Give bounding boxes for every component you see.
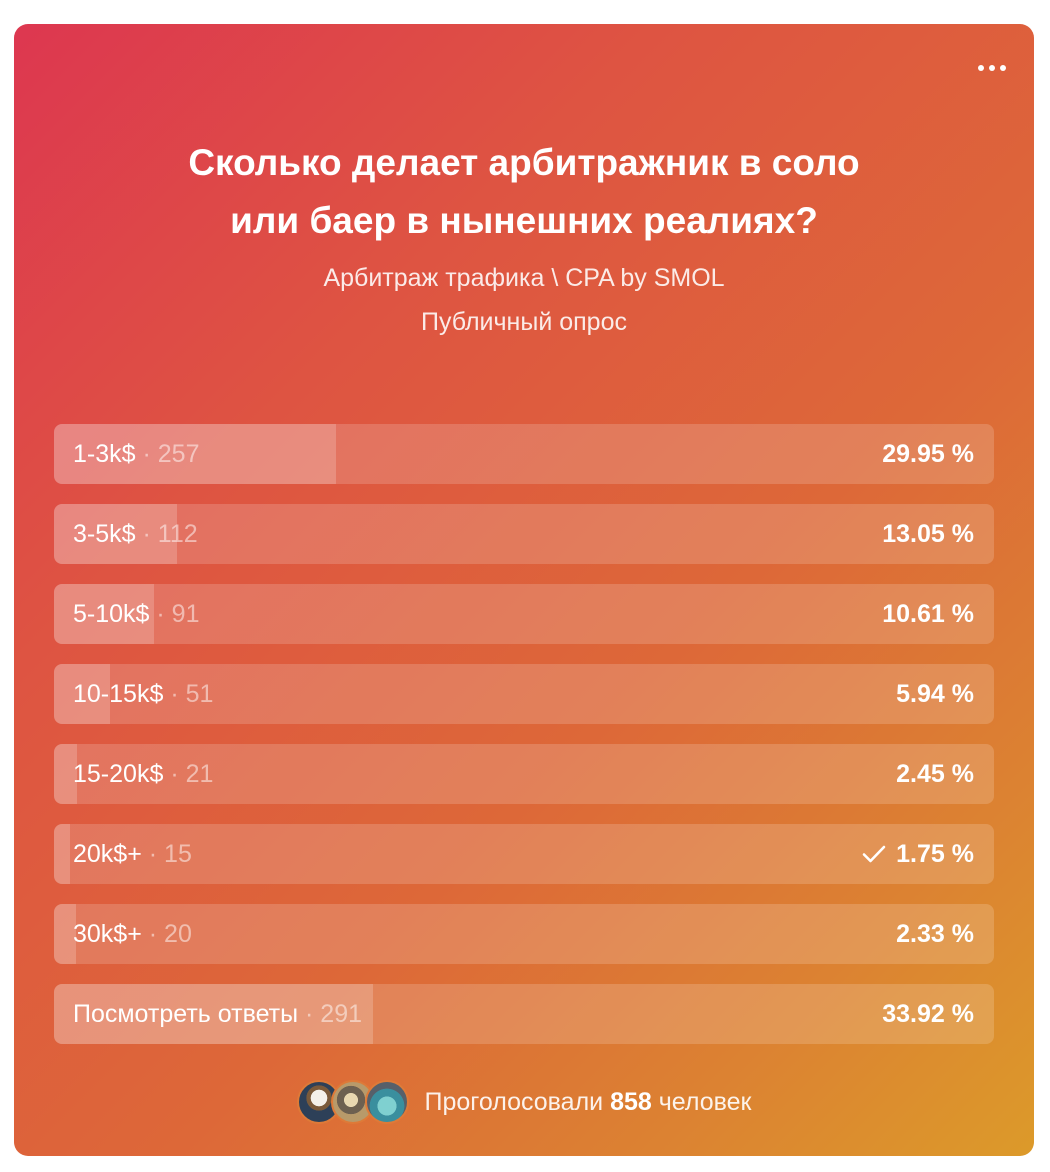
option-percent-text: 2.45 % (896, 760, 974, 788)
poll-option[interactable]: 15-20k$ · 21 2.45 % (54, 744, 994, 804)
option-count: · 257 (142, 440, 200, 468)
option-fill-bar (54, 904, 76, 964)
option-percent: 13.05 % (882, 504, 974, 564)
menu-dot (1000, 65, 1006, 71)
option-fill-bar (54, 664, 110, 724)
poll-type: Публичный опрос (421, 308, 627, 336)
poll-options: 1-3k$ · 257 29.95 % 3-5k$ · 112 13.05 % … (54, 424, 994, 1064)
option-percent-text: 10.61 % (882, 600, 974, 628)
option-label: 1-3k$ · 257 (73, 424, 199, 484)
option-text: 10-15k$ (73, 680, 164, 708)
poll-option[interactable]: 1-3k$ · 257 29.95 % (54, 424, 994, 484)
menu-dot (989, 65, 995, 71)
poll-card: Сколько делает арбитражник в соло или ба… (14, 24, 1034, 1156)
option-percent: 5.94 % (896, 664, 974, 724)
option-text: 5-10k$ (73, 600, 150, 628)
option-count: · 112 (142, 520, 198, 548)
poll-option[interactable]: Посмотреть ответы · 291 33.92 % (54, 984, 994, 1044)
option-percent: 33.92 % (882, 984, 974, 1044)
voter-avatars[interactable] (296, 1080, 409, 1124)
option-fill-bar (54, 984, 373, 1044)
option-text: 20k$+ (73, 840, 142, 868)
option-percent-text: 13.05 % (882, 520, 974, 548)
option-text: Посмотреть ответы (73, 1000, 299, 1028)
option-fill-bar (54, 584, 154, 644)
poll-title-line-2: или баер в нынешних реалиях? (230, 200, 818, 241)
voters-count-text: Проголосовали 858 человек (425, 1088, 752, 1117)
option-fill-bar (54, 744, 78, 804)
option-count: · 51 (170, 680, 214, 708)
option-percent: 2.45 % (896, 744, 974, 804)
option-count: · 291 (305, 1000, 362, 1028)
option-label: 20k$+ · 15 (73, 824, 192, 884)
avatar[interactable] (364, 1080, 409, 1124)
option-text: 1-3k$ (73, 440, 136, 468)
menu-dot (978, 65, 984, 71)
option-label: 5-10k$ · 91 (73, 584, 200, 644)
option-label: 15-20k$ · 21 (73, 744, 213, 804)
option-label: 30k$+ · 20 (73, 904, 192, 964)
poll-option[interactable]: 5-10k$ · 91 10.61 % (54, 584, 994, 644)
option-label: 10-15k$ · 51 (73, 664, 213, 724)
option-text: 3-5k$ (73, 520, 136, 548)
checkmark-icon (862, 845, 886, 863)
option-label: Посмотреть ответы · 291 (73, 984, 362, 1044)
option-percent-text: 1.75 % (896, 840, 974, 868)
voters-summary[interactable]: Проголосовали 858 человек (14, 1078, 1034, 1126)
poll-option[interactable]: 3-5k$ · 112 13.05 % (54, 504, 994, 564)
option-percent-text: 2.33 % (896, 920, 974, 948)
option-count: · 21 (170, 760, 214, 788)
option-percent: 1.75 % (862, 824, 974, 884)
voters-prefix: Проголосовали (424, 1087, 604, 1116)
option-count: · 91 (156, 600, 200, 628)
option-percent: 2.33 % (896, 904, 974, 964)
option-percent-text: 33.92 % (882, 1000, 974, 1028)
more-options-icon[interactable] (972, 60, 1012, 76)
poll-option[interactable]: 10-15k$ · 51 5.94 % (54, 664, 994, 724)
poll-option-selected[interactable]: 20k$+ · 15 1.75 % (54, 824, 994, 884)
poll-option[interactable]: 30k$+ · 20 2.33 % (54, 904, 994, 964)
option-percent: 29.95 % (882, 424, 974, 484)
option-percent-text: 29.95 % (882, 440, 974, 468)
option-fill-bar (54, 424, 336, 484)
voters-count: 858 (610, 1087, 652, 1116)
option-text: 15-20k$ (73, 760, 164, 788)
option-label: 3-5k$ · 112 (73, 504, 198, 564)
option-count: · 15 (148, 840, 192, 868)
option-count: · 20 (148, 920, 192, 948)
option-fill-bar (54, 824, 71, 884)
option-percent-text: 5.94 % (896, 680, 974, 708)
voters-suffix: человек (658, 1087, 752, 1116)
poll-title-line-1: Сколько делает арбитражник в соло (188, 142, 860, 183)
poll-source[interactable]: Арбитраж трафика \ CPA by SMOL (323, 264, 725, 292)
option-text: 30k$+ (73, 920, 142, 948)
option-percent: 10.61 % (882, 584, 974, 644)
option-fill-bar (54, 504, 177, 564)
poll-title: Сколько делает арбитражник в соло или ба… (14, 134, 1034, 250)
